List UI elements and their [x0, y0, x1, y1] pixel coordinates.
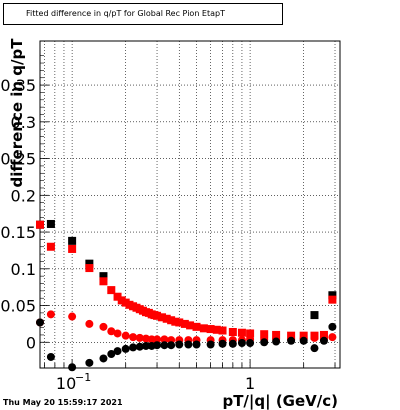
- data-point: [46, 352, 55, 361]
- data-point: [135, 333, 144, 342]
- y-tick-label: 0.2: [11, 186, 36, 205]
- data-point: [212, 325, 221, 334]
- data-point: [319, 336, 328, 345]
- footer-timestamp: Thu May 20 15:59:17 2021: [3, 398, 123, 407]
- data-point: [272, 330, 281, 339]
- data-point: [107, 350, 116, 359]
- data-point: [218, 326, 227, 335]
- y-tick-label: 0.35: [0, 76, 36, 95]
- data-point: [287, 336, 296, 345]
- data-point: [260, 330, 269, 339]
- plot-frame: [39, 40, 341, 369]
- data-point: [85, 259, 94, 268]
- data-point: [121, 331, 130, 340]
- data-marks: [36, 219, 337, 372]
- data-point: [141, 341, 150, 350]
- data-point: [113, 347, 122, 356]
- data-point: [246, 329, 255, 338]
- data-point: [319, 330, 328, 339]
- data-point: [68, 236, 77, 245]
- data-point: [153, 341, 162, 350]
- y-tick-label: 0: [26, 333, 36, 352]
- data-point: [175, 318, 184, 327]
- data-point: [299, 336, 308, 345]
- data-point: [260, 338, 269, 347]
- data-point: [46, 219, 55, 228]
- data-point: [160, 341, 169, 350]
- data-point: [113, 329, 122, 338]
- data-point: [162, 314, 171, 323]
- y-tick-label: 0.1: [11, 260, 36, 279]
- data-point: [85, 264, 94, 273]
- data-point: [310, 311, 319, 320]
- data-point: [310, 344, 319, 353]
- data-point: [206, 340, 215, 349]
- y-tick-label: 0.05: [0, 297, 36, 316]
- data-point: [36, 220, 44, 229]
- data-point: [180, 319, 189, 328]
- data-point: [68, 244, 77, 253]
- data-point: [328, 333, 337, 342]
- data-point: [107, 286, 116, 295]
- y-tick-label: 0.25: [0, 150, 36, 169]
- data-point: [36, 318, 44, 327]
- data-point: [85, 319, 94, 328]
- data-point: [186, 321, 195, 330]
- data-point: [121, 344, 130, 353]
- data-point: [153, 335, 162, 344]
- data-point: [328, 291, 337, 300]
- data-point: [160, 335, 169, 344]
- data-point: [99, 322, 108, 331]
- x-tick-label: 10: [56, 374, 76, 393]
- data-point: [206, 325, 215, 334]
- data-point: [46, 242, 55, 251]
- data-point: [135, 342, 144, 351]
- data-point: [272, 337, 281, 346]
- x-tick-label-exponent: −1: [75, 371, 91, 384]
- data-point: [99, 277, 108, 286]
- data-point: [129, 343, 138, 352]
- data-point: [68, 363, 77, 372]
- data-point: [129, 333, 138, 342]
- x-axis-label: pT/|q| (GeV/c): [222, 392, 338, 410]
- data-point: [99, 272, 108, 281]
- y-tick-label: 0.3: [11, 113, 36, 132]
- data-point: [246, 339, 255, 348]
- data-point: [328, 322, 337, 331]
- data-point: [237, 339, 246, 348]
- data-point: [175, 340, 184, 349]
- x-tick-label: 1: [245, 374, 255, 393]
- data-point: [167, 316, 176, 325]
- data-point: [192, 322, 201, 331]
- y-axis-label: difference in q/pT: [8, 38, 26, 188]
- data-point: [113, 292, 122, 301]
- data-point: [99, 354, 108, 363]
- data-point: [46, 310, 55, 319]
- data-point: [228, 327, 237, 336]
- data-point: [153, 311, 162, 320]
- tick-labels: 0 0.05 0.1 0.15 0.2 0.25 0.3 0.35 10−1 1: [0, 76, 255, 393]
- y-tick-label: 0.15: [0, 223, 36, 242]
- grid: [40, 41, 340, 368]
- data-point: [199, 324, 208, 333]
- data-point: [158, 313, 167, 322]
- data-point: [85, 358, 94, 367]
- data-point: [192, 340, 201, 349]
- data-point: [310, 333, 319, 342]
- data-point: [68, 312, 77, 321]
- data-point: [218, 339, 227, 348]
- data-point: [167, 341, 176, 350]
- data-point: [184, 340, 193, 349]
- data-point: [107, 327, 116, 336]
- data-point: [237, 328, 246, 337]
- data-point: [328, 295, 337, 304]
- data-point: [228, 339, 237, 348]
- chart-title: Fitted difference in q/pT for Global Rec…: [3, 3, 283, 25]
